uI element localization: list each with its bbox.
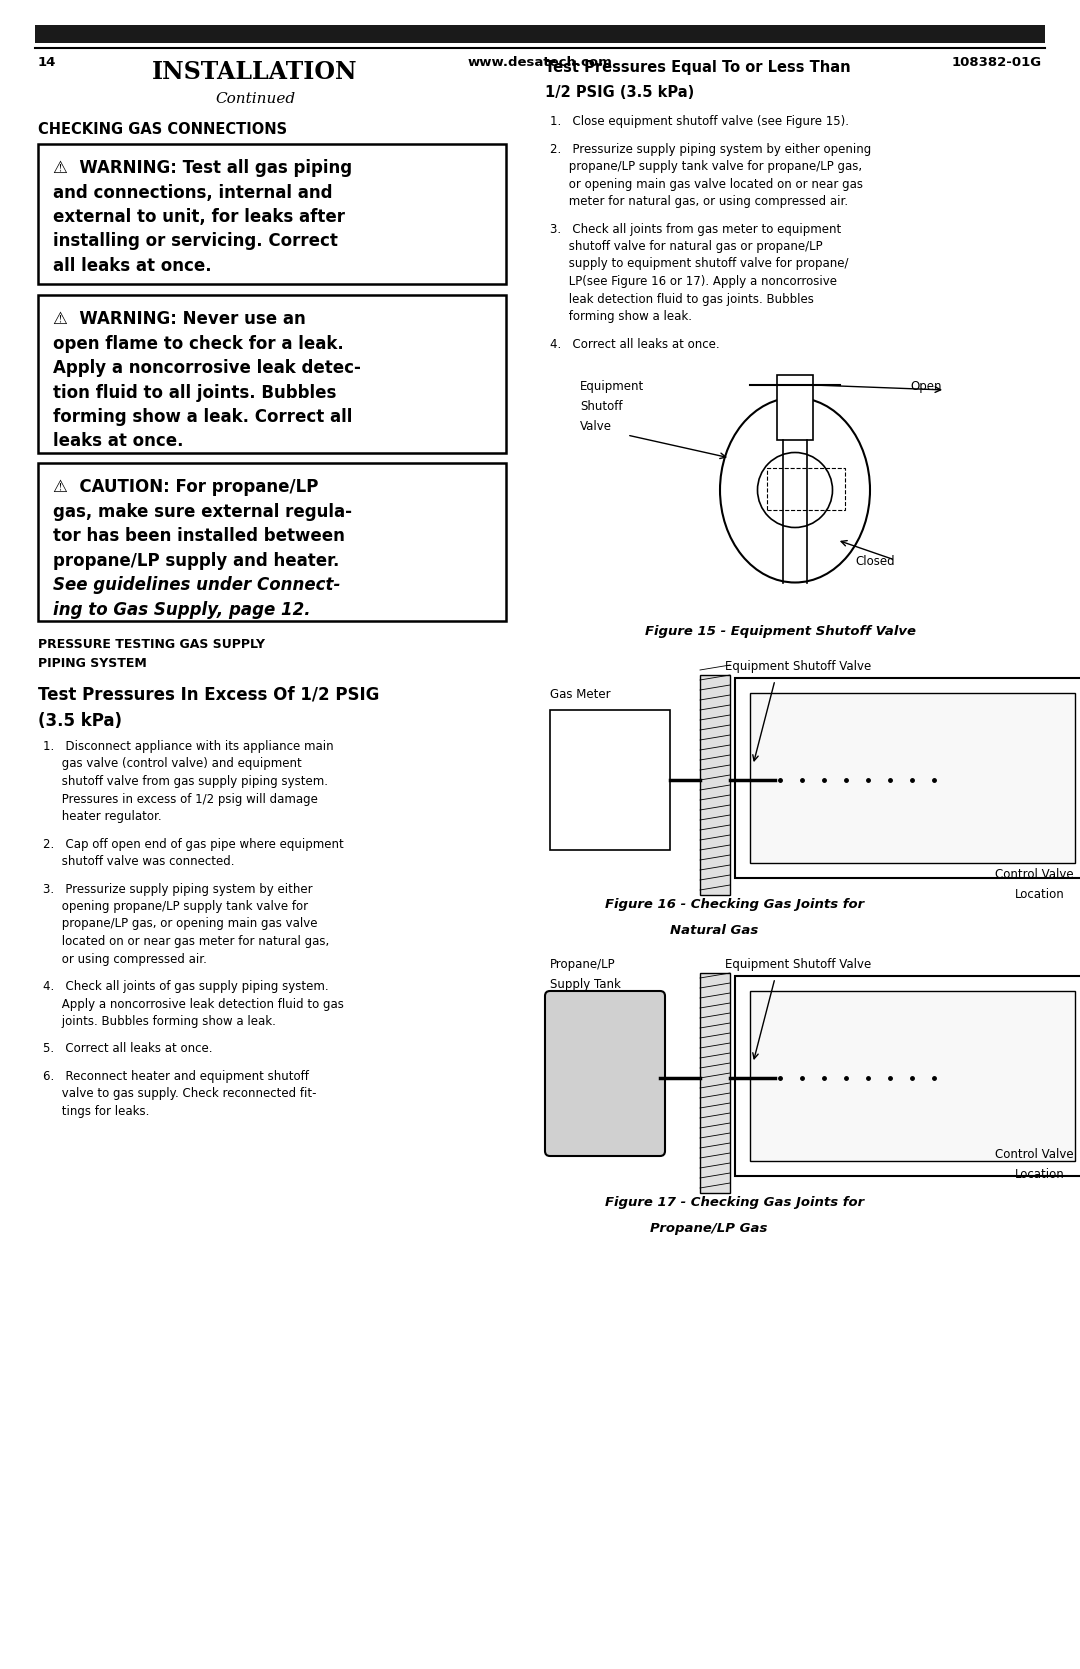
Text: Propane/LP: Propane/LP (550, 958, 616, 971)
Text: joints. Bubbles forming show a leak.: joints. Bubbles forming show a leak. (43, 1015, 275, 1028)
Text: Supply Tank: Supply Tank (550, 978, 621, 991)
Text: 3.   Pressurize supply piping system by either: 3. Pressurize supply piping system by ei… (43, 883, 312, 896)
Text: 2.   Cap off open end of gas pipe where equipment: 2. Cap off open end of gas pipe where eq… (43, 838, 343, 851)
Text: tings for leaks.: tings for leaks. (43, 1105, 149, 1118)
Text: Control Valve: Control Valve (995, 1148, 1074, 1162)
Text: LP(see Figure 16 or 17). Apply a noncorrosive: LP(see Figure 16 or 17). Apply a noncorr… (550, 275, 837, 289)
FancyBboxPatch shape (35, 25, 1045, 43)
Text: tion fluid to all joints. Bubbles: tion fluid to all joints. Bubbles (53, 384, 336, 402)
Text: 1.   Close equipment shutoff valve (see Figure 15).: 1. Close equipment shutoff valve (see Fi… (550, 115, 849, 129)
FancyBboxPatch shape (700, 674, 730, 895)
Text: Apply a noncorrosive leak detec-: Apply a noncorrosive leak detec- (53, 359, 361, 377)
FancyBboxPatch shape (750, 693, 1075, 863)
Text: Control Valve: Control Valve (995, 868, 1074, 881)
Text: Open: Open (910, 381, 942, 392)
Text: 3.   Check all joints from gas meter to equipment: 3. Check all joints from gas meter to eq… (550, 222, 841, 235)
Text: PRESSURE TESTING GAS SUPPLY: PRESSURE TESTING GAS SUPPLY (38, 638, 265, 651)
Text: open flame to check for a leak.: open flame to check for a leak. (53, 334, 343, 352)
Text: INSTALLATION: INSTALLATION (152, 60, 357, 83)
Text: Figure 16 - Checking Gas Joints for: Figure 16 - Checking Gas Joints for (605, 898, 864, 911)
FancyBboxPatch shape (735, 976, 1080, 1177)
Text: See guidelines under Connect-: See guidelines under Connect- (53, 576, 340, 594)
Text: Equipment: Equipment (580, 381, 645, 392)
Text: Equipment Shutoff Valve: Equipment Shutoff Valve (725, 958, 872, 971)
Text: gas, make sure external regula-: gas, make sure external regula- (53, 502, 352, 521)
Text: ⚠  WARNING: Test all gas piping: ⚠ WARNING: Test all gas piping (53, 159, 352, 177)
FancyBboxPatch shape (38, 144, 507, 284)
Text: Test Pressures In Excess Of 1/2 PSIG: Test Pressures In Excess Of 1/2 PSIG (38, 684, 379, 703)
Text: or using compressed air.: or using compressed air. (43, 953, 207, 965)
Text: shutoff valve from gas supply piping system.: shutoff valve from gas supply piping sys… (43, 774, 328, 788)
Text: installing or servicing. Correct: installing or servicing. Correct (53, 232, 338, 250)
FancyBboxPatch shape (38, 295, 507, 452)
FancyBboxPatch shape (545, 991, 665, 1157)
Text: 4.   Check all joints of gas supply piping system.: 4. Check all joints of gas supply piping… (43, 980, 328, 993)
Text: Gas Meter: Gas Meter (550, 688, 610, 701)
Text: Valve: Valve (580, 421, 612, 432)
Text: leak detection fluid to gas joints. Bubbles: leak detection fluid to gas joints. Bubb… (550, 292, 814, 305)
Text: forming show a leak. Correct all: forming show a leak. Correct all (53, 407, 352, 426)
Text: valve to gas supply. Check reconnected fit-: valve to gas supply. Check reconnected f… (43, 1088, 316, 1100)
Text: shutoff valve for natural gas or propane/LP: shutoff valve for natural gas or propane… (550, 240, 823, 254)
Text: shutoff valve was connected.: shutoff valve was connected. (43, 855, 234, 868)
Text: www.desatech.com: www.desatech.com (468, 57, 612, 68)
Text: Figure 17 - Checking Gas Joints for: Figure 17 - Checking Gas Joints for (605, 1197, 864, 1208)
Text: ⚠  CAUTION: For propane/LP: ⚠ CAUTION: For propane/LP (53, 477, 319, 496)
Text: external to unit, for leaks after: external to unit, for leaks after (53, 209, 345, 225)
Text: gas valve (control valve) and equipment: gas valve (control valve) and equipment (43, 758, 301, 771)
FancyBboxPatch shape (777, 376, 813, 441)
Text: ⚠  WARNING: Never use an: ⚠ WARNING: Never use an (53, 310, 306, 329)
Text: Location: Location (1015, 1168, 1065, 1182)
Text: and connections, internal and: and connections, internal and (53, 184, 333, 202)
Text: 4.   Correct all leaks at once.: 4. Correct all leaks at once. (550, 337, 719, 350)
FancyBboxPatch shape (700, 973, 730, 1193)
Text: heater regulator.: heater regulator. (43, 809, 162, 823)
FancyBboxPatch shape (735, 678, 1080, 878)
Text: 5.   Correct all leaks at once.: 5. Correct all leaks at once. (43, 1043, 213, 1055)
Text: 2.   Pressurize supply piping system by either opening: 2. Pressurize supply piping system by ei… (550, 142, 872, 155)
Text: Pressures in excess of 1/2 psig will damage: Pressures in excess of 1/2 psig will dam… (43, 793, 318, 806)
Text: Test Pressures Equal To or Less Than: Test Pressures Equal To or Less Than (545, 60, 851, 75)
Text: 108382-01G: 108382-01G (951, 57, 1042, 68)
Text: Apply a noncorrosive leak detection fluid to gas: Apply a noncorrosive leak detection flui… (43, 998, 343, 1010)
Text: 1/2 PSIG (3.5 kPa): 1/2 PSIG (3.5 kPa) (545, 85, 694, 100)
Text: (3.5 kPa): (3.5 kPa) (38, 713, 122, 729)
Text: 1.   Disconnect appliance with its appliance main: 1. Disconnect appliance with its applian… (43, 739, 334, 753)
Text: tor has been installed between: tor has been installed between (53, 527, 345, 546)
Text: PIPING SYSTEM: PIPING SYSTEM (38, 658, 147, 669)
Text: supply to equipment shutoff valve for propane/: supply to equipment shutoff valve for pr… (550, 257, 849, 270)
Text: propane/LP supply tank valve for propane/LP gas,: propane/LP supply tank valve for propane… (550, 160, 862, 174)
Ellipse shape (757, 452, 833, 527)
Text: meter for natural gas, or using compressed air.: meter for natural gas, or using compress… (550, 195, 848, 209)
Text: Closed: Closed (855, 556, 894, 567)
Text: Location: Location (1015, 888, 1065, 901)
Text: all leaks at once.: all leaks at once. (53, 257, 212, 275)
Text: propane/LP supply and heater.: propane/LP supply and heater. (53, 551, 339, 569)
Text: propane/LP gas, or opening main gas valve: propane/LP gas, or opening main gas valv… (43, 918, 318, 931)
Text: ing to Gas Supply, page 12.: ing to Gas Supply, page 12. (53, 601, 311, 619)
Text: Natural Gas: Natural Gas (670, 925, 758, 936)
Text: 6.   Reconnect heater and equipment shutoff: 6. Reconnect heater and equipment shutof… (43, 1070, 309, 1083)
Text: Figure 15 - Equipment Shutoff Valve: Figure 15 - Equipment Shutoff Valve (645, 624, 916, 638)
Text: located on or near gas meter for natural gas,: located on or near gas meter for natural… (43, 935, 329, 948)
FancyBboxPatch shape (38, 462, 507, 621)
Text: Continued: Continued (215, 92, 295, 107)
FancyBboxPatch shape (750, 991, 1075, 1162)
Text: leaks at once.: leaks at once. (53, 432, 184, 451)
Text: forming show a leak.: forming show a leak. (550, 310, 692, 324)
FancyBboxPatch shape (550, 709, 670, 850)
Text: Equipment Shutoff Valve: Equipment Shutoff Valve (725, 659, 872, 673)
Text: Shutoff: Shutoff (580, 401, 622, 412)
Text: opening propane/LP supply tank valve for: opening propane/LP supply tank valve for (43, 900, 308, 913)
Text: 14: 14 (38, 57, 56, 68)
Text: Propane/LP Gas: Propane/LP Gas (650, 1222, 768, 1235)
Ellipse shape (720, 397, 870, 582)
Text: or opening main gas valve located on or near gas: or opening main gas valve located on or … (550, 177, 863, 190)
Text: CHECKING GAS CONNECTIONS: CHECKING GAS CONNECTIONS (38, 122, 287, 137)
